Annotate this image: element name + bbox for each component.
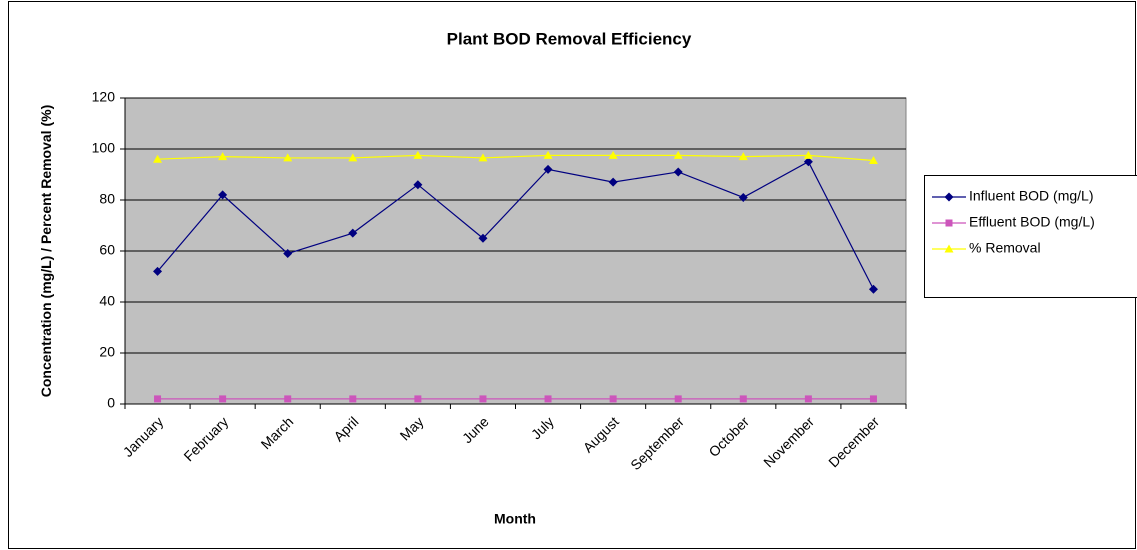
y-tick-label: 100 <box>92 140 116 156</box>
marker <box>348 153 358 162</box>
marker <box>609 395 617 403</box>
marker <box>868 155 878 164</box>
marker <box>479 395 487 403</box>
marker <box>803 157 813 167</box>
series-line <box>157 154 874 162</box>
marker <box>944 244 954 253</box>
marker <box>153 154 163 163</box>
y-axis-label: Concentration (mg/L) / Percent Removal (… <box>38 104 54 398</box>
marker <box>219 395 227 403</box>
marker <box>739 395 747 403</box>
marker <box>543 150 553 159</box>
marker <box>673 150 683 159</box>
y-tick-label: 40 <box>99 293 115 309</box>
marker <box>543 164 553 174</box>
marker <box>218 152 228 161</box>
marker <box>738 152 748 161</box>
marker <box>673 167 683 177</box>
marker <box>868 284 878 294</box>
marker <box>944 192 954 202</box>
marker <box>803 150 813 159</box>
marker <box>738 192 748 202</box>
marker <box>608 177 618 187</box>
legend-label: Influent BOD (mg/L) <box>969 188 1094 204</box>
marker <box>544 395 552 403</box>
marker <box>804 395 812 403</box>
marker <box>413 150 423 159</box>
marker <box>154 395 162 403</box>
legend <box>924 175 1137 298</box>
marker <box>349 395 357 403</box>
y-tick-label: 60 <box>99 242 115 258</box>
legend-label: Effluent BOD (mg/L) <box>969 214 1095 230</box>
marker <box>414 395 422 403</box>
marker <box>674 395 682 403</box>
marker <box>608 150 618 159</box>
chart-title: Plant BOD Removal Efficiency <box>447 29 692 48</box>
marker <box>413 180 423 190</box>
marker <box>945 219 953 227</box>
marker <box>348 228 358 238</box>
marker <box>869 395 877 403</box>
x-axis-label: Month <box>494 511 536 527</box>
legend-label: % Removal <box>969 240 1041 256</box>
series-line <box>157 160 874 290</box>
y-tick-label: 80 <box>99 191 115 207</box>
marker <box>478 153 488 162</box>
marker <box>283 153 293 162</box>
y-tick-label: 120 <box>92 89 116 105</box>
marker <box>284 395 292 403</box>
marker <box>478 233 488 243</box>
marker <box>153 266 163 276</box>
marker <box>218 190 228 200</box>
y-tick-label: 20 <box>99 344 115 360</box>
marker <box>283 249 293 259</box>
y-tick-label: 0 <box>107 395 115 411</box>
